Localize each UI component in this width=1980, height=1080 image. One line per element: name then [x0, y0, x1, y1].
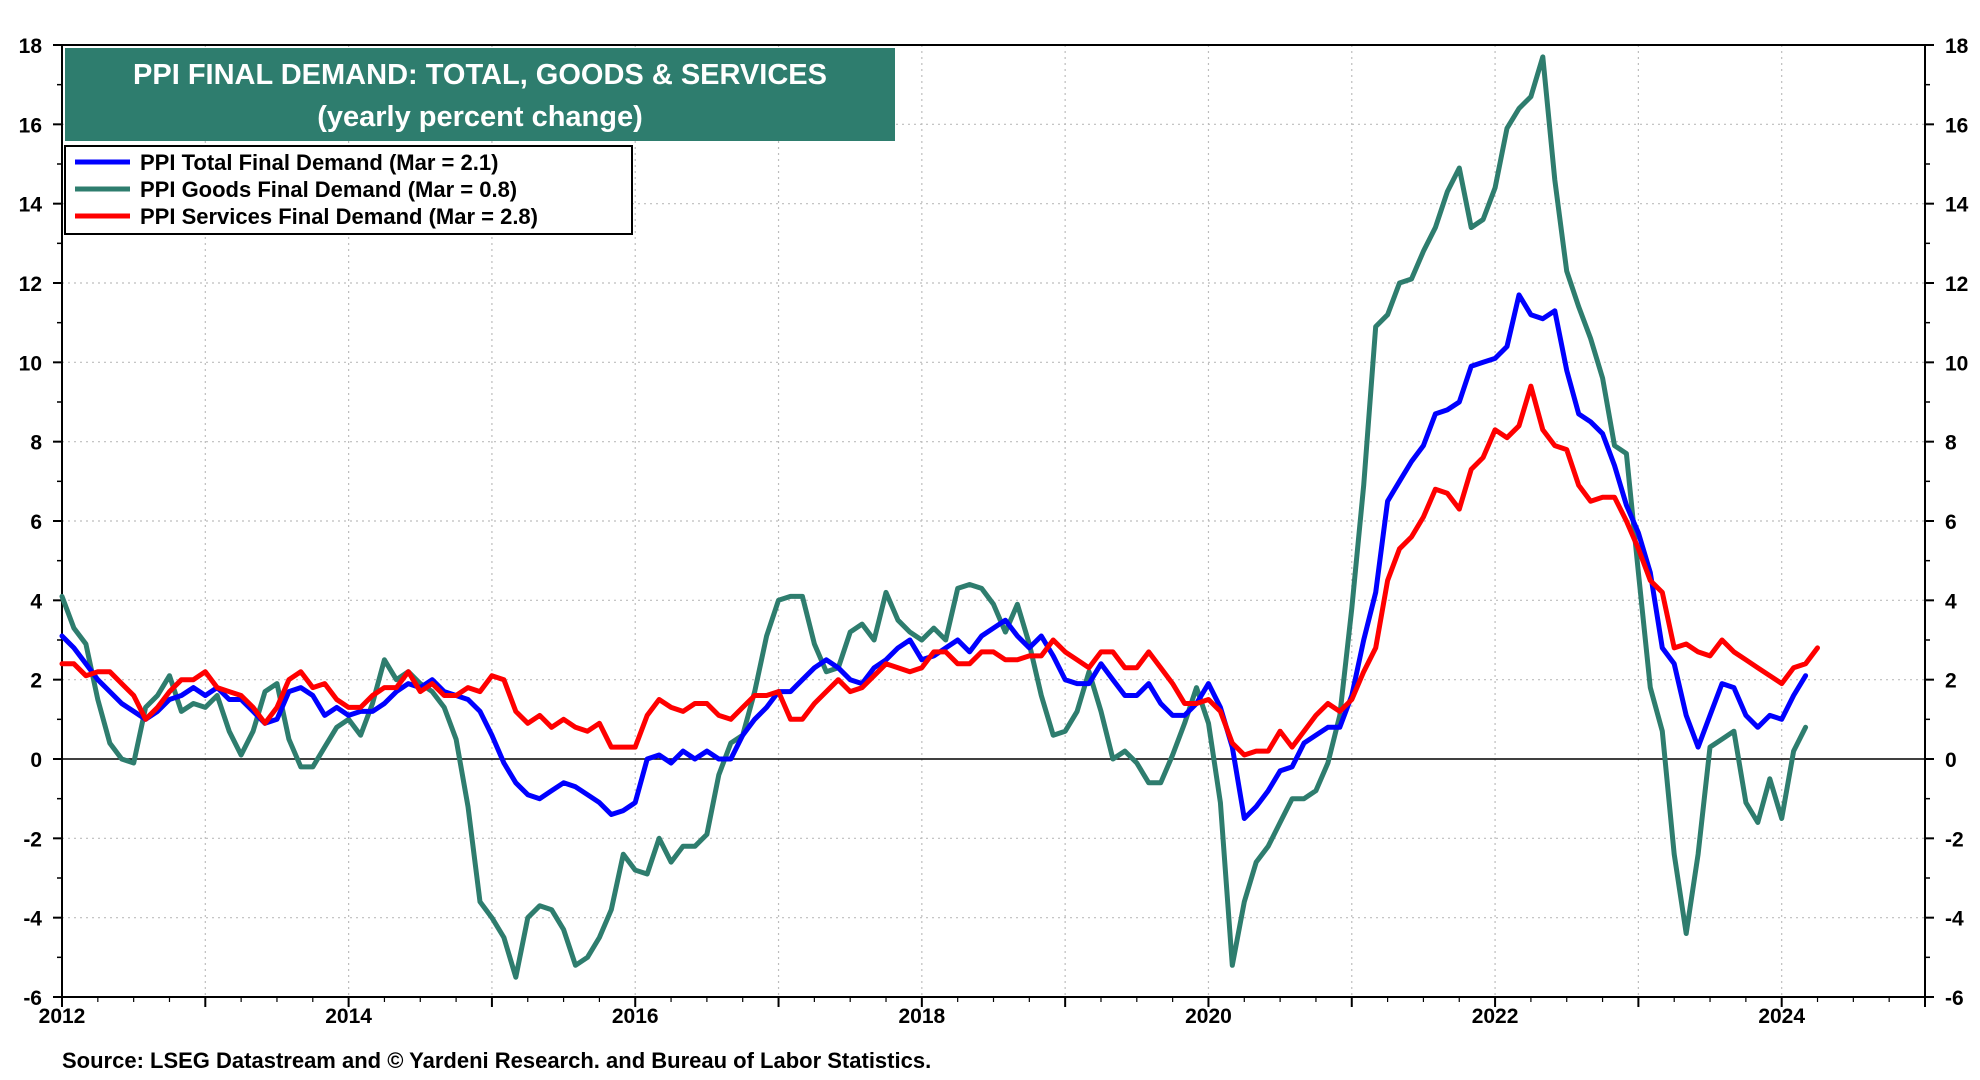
- y-tick-label-left: 0: [30, 749, 42, 772]
- chart-title: PPI FINAL DEMAND: TOTAL, GOODS & SERVICE…: [133, 59, 827, 91]
- legend-label-services: PPI Services Final Demand (Mar = 2.8): [140, 204, 538, 229]
- legend-box: [64, 145, 633, 235]
- y-tick-label-right: -4: [1945, 908, 1964, 931]
- y-tick-label-left: 12: [19, 273, 42, 296]
- series-line-0: [59, 292, 1809, 821]
- y-tick-label-right: 12: [1945, 273, 1968, 296]
- axis-ticks: -6 -6 -4 -4 -2 -2 0 0 2 2 4 4 6 6 8 8 10 10 12 12 14 14 16 16 18…: [19, 35, 1969, 1028]
- x-tick-label: 2016: [612, 1005, 659, 1028]
- y-tick-label-right: 10: [1945, 352, 1968, 375]
- series-lines: [59, 54, 1820, 980]
- y-tick-label-left: 14: [19, 194, 43, 217]
- y-tick-label-left: 18: [19, 35, 43, 58]
- y-tick-label-right: 8: [1945, 432, 1957, 455]
- y-tick-label-left: 8: [30, 432, 42, 455]
- y-tick-label-left: -6: [23, 987, 42, 1010]
- series-line-1: [59, 54, 1809, 980]
- y-tick-label-left: 6: [30, 511, 42, 534]
- x-tick-label: 2014: [325, 1005, 372, 1028]
- y-tick-label-right: 16: [1945, 114, 1968, 137]
- y-tick-label-right: 6: [1945, 511, 1957, 534]
- source-note: Source: LSEG Datastream and © Yardeni Re…: [62, 1048, 931, 1073]
- y-tick-label-left: 2: [30, 670, 42, 693]
- y-tick-label-left: -4: [23, 908, 42, 931]
- x-tick-label: 2022: [1472, 1005, 1519, 1028]
- chart-subtitle: (yearly percent change): [317, 101, 643, 133]
- y-tick-label-right: 14: [1945, 194, 1969, 217]
- x-tick-label: 2024: [1758, 1005, 1805, 1028]
- y-tick-label-right: 2: [1945, 670, 1957, 693]
- y-tick-label-right: -6: [1945, 987, 1964, 1010]
- y-tick-label-right: -2: [1945, 828, 1964, 851]
- legend-label-goods: PPI Goods Final Demand (Mar = 0.8): [140, 177, 517, 202]
- y-tick-label-left: 4: [30, 590, 42, 613]
- title-box: [65, 48, 895, 141]
- series-line-2: [59, 383, 1820, 758]
- x-tick-label: 2020: [1185, 1005, 1232, 1028]
- y-tick-label-left: 10: [19, 352, 42, 375]
- y-tick-label-right: 18: [1945, 35, 1969, 58]
- y-tick-label-right: 4: [1945, 590, 1957, 613]
- y-tick-label-left: 16: [19, 114, 42, 137]
- legend-label-total: PPI Total Final Demand (Mar = 2.1): [140, 150, 498, 175]
- x-tick-label: 2018: [898, 1005, 945, 1028]
- x-tick-label: 2012: [39, 1005, 86, 1028]
- y-tick-label-left: -2: [23, 828, 42, 851]
- y-tick-label-right: 0: [1945, 749, 1957, 772]
